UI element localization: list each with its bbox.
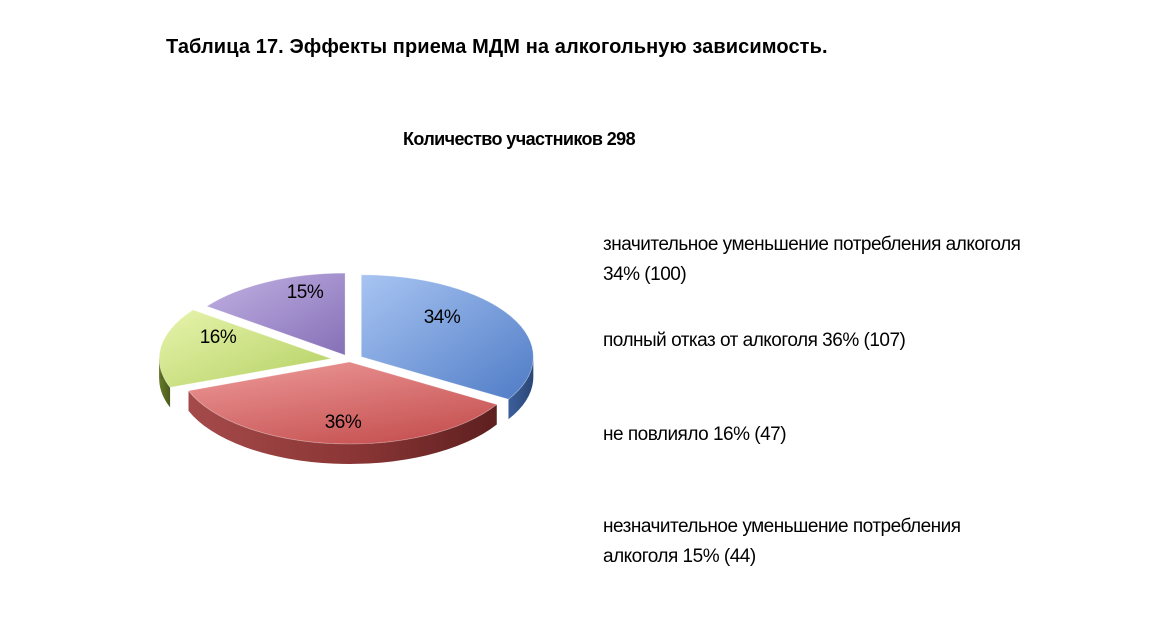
pie-chart: 34% 36% 16% 15% bbox=[158, 272, 534, 464]
page-title: Таблица 17. Эффекты приема МДМ на алкого… bbox=[166, 36, 828, 58]
pie-slice-minor-reduction bbox=[205, 272, 346, 356]
pie-slice-significant-reduction bbox=[360, 274, 534, 400]
chart-title: Количество участников 298 bbox=[403, 129, 636, 149]
pie-label-minor-reduction: 15% bbox=[287, 282, 324, 303]
legend-item-minor-reduction: незначительное уменьшение потребления ал… bbox=[603, 516, 961, 567]
pie-slice-no-effect bbox=[158, 309, 333, 388]
pie-slice-side-significant-reduction bbox=[508, 356, 534, 420]
legend-item-no-effect: не повлияло 16% (47) bbox=[603, 424, 787, 445]
legend-item-significant-reduction: значительное уменьшение потребления алко… bbox=[603, 234, 1021, 285]
legend-item-full-abstinence: полный отказ от алкоголя 36% (107) bbox=[603, 330, 906, 351]
pie-slice-side-full-abstinence bbox=[188, 390, 497, 464]
pie-label-no-effect: 16% bbox=[200, 327, 237, 348]
pie-label-significant-reduction: 34% bbox=[424, 307, 461, 328]
pie-slice-side-no-effect bbox=[159, 358, 171, 408]
pie-label-full-abstinence: 36% bbox=[325, 412, 362, 433]
pie-slice-full-abstinence bbox=[187, 361, 498, 445]
